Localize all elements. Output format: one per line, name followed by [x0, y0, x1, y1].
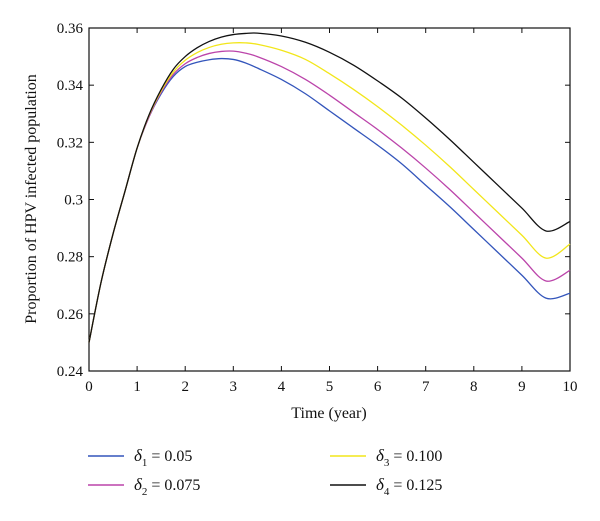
x-tick-label: 8: [470, 379, 478, 395]
y-tick-label: 0.34: [57, 78, 84, 94]
series-line-4: [88, 32, 571, 343]
x-tick-label: 7: [422, 379, 430, 395]
y-tick-label: 0.32: [57, 135, 83, 151]
x-axis-title: Time (year): [291, 405, 366, 422]
x-tick-label: 0: [85, 379, 93, 395]
plot-frame: [88, 27, 571, 372]
legend-subscript: 3: [384, 457, 390, 469]
x-tick-label: 4: [278, 379, 286, 395]
x-tick-label: 2: [181, 379, 189, 395]
x-tick-label: 10: [563, 379, 578, 395]
series-line-1: [88, 57, 571, 343]
series-line-3: [88, 42, 571, 343]
y-axis-title: Proportion of HPV infected population: [23, 74, 40, 323]
legend-subscript: 4: [384, 486, 390, 498]
series-lines: [88, 32, 571, 343]
legend-value: = 0.125: [389, 477, 442, 494]
legend-symbol: δ: [134, 475, 143, 494]
y-tick-label: 0.24: [57, 364, 84, 380]
legend-value: = 0.05: [147, 448, 192, 465]
x-tick-label: 3: [230, 379, 238, 395]
x-tick-label: 9: [518, 379, 526, 395]
legend-subscript: 2: [142, 486, 148, 498]
legend-symbol: δ: [376, 475, 385, 494]
legend-value: = 0.100: [389, 448, 442, 465]
y-tick-label: 0.36: [57, 21, 84, 37]
legend-label-4: δ4 = 0.125: [376, 475, 442, 498]
x-tick-label: 6: [374, 379, 382, 395]
legend-symbol: δ: [376, 446, 385, 465]
legend-symbol: δ: [134, 446, 143, 465]
legend-value: = 0.075: [147, 477, 200, 494]
y-tick-label: 0.28: [57, 250, 83, 266]
y-tick-label: 0.3: [64, 193, 83, 209]
x-tick-label: 1: [133, 379, 141, 395]
legend-label-1: δ1 = 0.05: [134, 446, 192, 469]
axis-ticks: 0 1 2 3 4 5 6 7 8 9 10 0.24 0.26 0.28 0.3 0.32 0.34 0.36: [57, 21, 578, 395]
legend-label-2: δ2 = 0.075: [134, 475, 200, 498]
x-tick-label: 5: [326, 379, 334, 395]
legend-subscript: 1: [142, 457, 148, 469]
y-tick-label: 0.26: [57, 307, 84, 323]
legend-label-3: δ3 = 0.100: [376, 446, 442, 469]
